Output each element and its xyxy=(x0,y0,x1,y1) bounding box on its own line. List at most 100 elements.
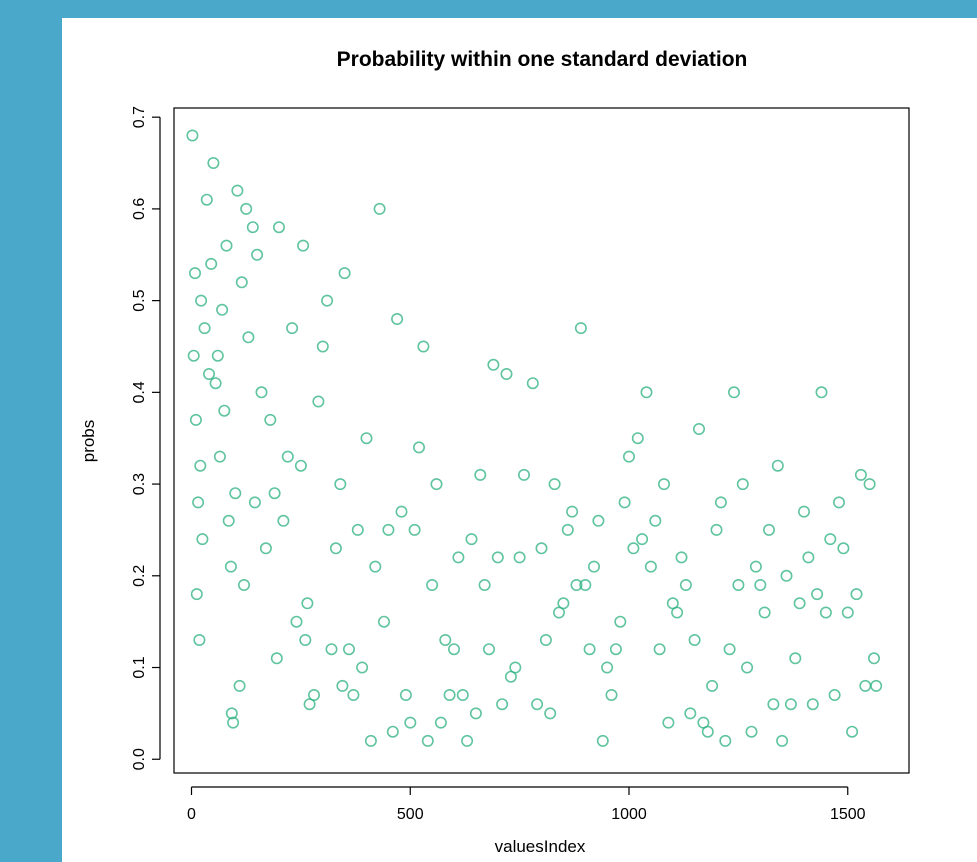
data-point xyxy=(841,606,854,619)
data-point xyxy=(189,413,202,426)
data-point xyxy=(644,560,657,573)
data-point xyxy=(338,267,351,280)
data-point xyxy=(297,239,310,252)
data-point xyxy=(190,588,203,601)
data-point xyxy=(377,615,390,628)
data-point xyxy=(336,679,349,692)
x-tick-label: 500 xyxy=(397,806,424,823)
data-point xyxy=(802,551,815,564)
data-point xyxy=(846,725,859,738)
data-point xyxy=(762,523,775,536)
data-point xyxy=(270,652,283,665)
data-point xyxy=(294,459,307,472)
data-point xyxy=(207,157,220,170)
data-point xyxy=(539,633,552,646)
data-point xyxy=(526,377,539,390)
data-point xyxy=(222,514,235,527)
data-point xyxy=(203,367,216,380)
data-point xyxy=(631,432,644,445)
data-point xyxy=(246,221,259,234)
data-point xyxy=(509,661,522,674)
data-point xyxy=(662,716,675,729)
data-point xyxy=(342,643,355,656)
data-point xyxy=(609,643,622,656)
data-point xyxy=(714,496,727,509)
data-point xyxy=(640,386,653,399)
data-point xyxy=(605,688,618,701)
data-point xyxy=(657,478,670,491)
data-point xyxy=(412,441,425,454)
data-point xyxy=(754,578,767,591)
data-point xyxy=(456,688,469,701)
data-point xyxy=(684,707,697,720)
data-point xyxy=(347,688,360,701)
data-point xyxy=(622,450,635,463)
data-point xyxy=(220,239,233,252)
data-point xyxy=(218,404,231,417)
data-point xyxy=(675,551,688,564)
y-tick-label: 0.0 xyxy=(131,748,148,770)
data-point xyxy=(404,716,417,729)
data-point xyxy=(850,588,863,601)
data-point xyxy=(544,707,557,720)
axes: 0 500 1000 1500 0.0 0.1 0.2 0.3 0.4 0.5 0.6 0.7 xyxy=(131,106,910,823)
data-point xyxy=(186,129,199,142)
data-point xyxy=(187,349,200,362)
data-point xyxy=(679,578,692,591)
data-point xyxy=(264,413,277,426)
data-point xyxy=(268,487,281,500)
data-point xyxy=(211,349,224,362)
data-point xyxy=(710,523,723,536)
data-point xyxy=(225,707,238,720)
data-point xyxy=(732,578,745,591)
data-point xyxy=(736,478,749,491)
data-point xyxy=(408,523,421,536)
data-point xyxy=(443,688,456,701)
y-tick-label: 0.7 xyxy=(131,106,148,128)
scatter-chart: Probability within one standard deviatio… xyxy=(79,48,910,856)
data-point xyxy=(867,652,880,665)
data-point xyxy=(364,734,377,747)
data-point xyxy=(745,725,758,738)
data-point xyxy=(636,533,649,546)
data-point xyxy=(321,294,334,307)
data-point xyxy=(251,248,264,261)
data-point xyxy=(205,257,218,270)
data-point xyxy=(255,386,268,399)
data-point xyxy=(391,312,404,325)
data-point xyxy=(386,725,399,738)
data-point xyxy=(557,597,570,610)
data-point xyxy=(767,698,780,711)
data-point xyxy=(192,496,205,509)
chart-panel: Probability within one standard deviatio… xyxy=(62,18,977,862)
data-point xyxy=(727,386,740,399)
y-tick-label: 0.2 xyxy=(131,565,148,587)
plot-frame xyxy=(173,107,910,774)
data-point xyxy=(299,633,312,646)
data-point xyxy=(325,643,338,656)
data-point xyxy=(229,487,242,500)
x-tick-label: 0 xyxy=(187,806,196,823)
data-point xyxy=(614,615,627,628)
data-point xyxy=(797,505,810,518)
y-tick-label: 0.5 xyxy=(131,289,148,311)
data-point xyxy=(478,578,491,591)
data-point xyxy=(286,322,299,335)
data-point xyxy=(216,303,229,316)
data-point xyxy=(618,496,631,509)
data-point xyxy=(277,514,290,527)
y-tick-label: 0.1 xyxy=(131,656,148,678)
data-point xyxy=(496,698,509,711)
data-point xyxy=(806,698,819,711)
data-point xyxy=(231,184,244,197)
data-point xyxy=(351,523,364,536)
data-point xyxy=(723,643,736,656)
data-point xyxy=(793,597,806,610)
data-point xyxy=(301,597,314,610)
y-tick-label: 0.6 xyxy=(131,198,148,220)
data-point xyxy=(771,459,784,472)
data-point xyxy=(784,698,797,711)
data-point xyxy=(500,367,513,380)
data-point xyxy=(566,505,579,518)
data-point xyxy=(828,688,841,701)
